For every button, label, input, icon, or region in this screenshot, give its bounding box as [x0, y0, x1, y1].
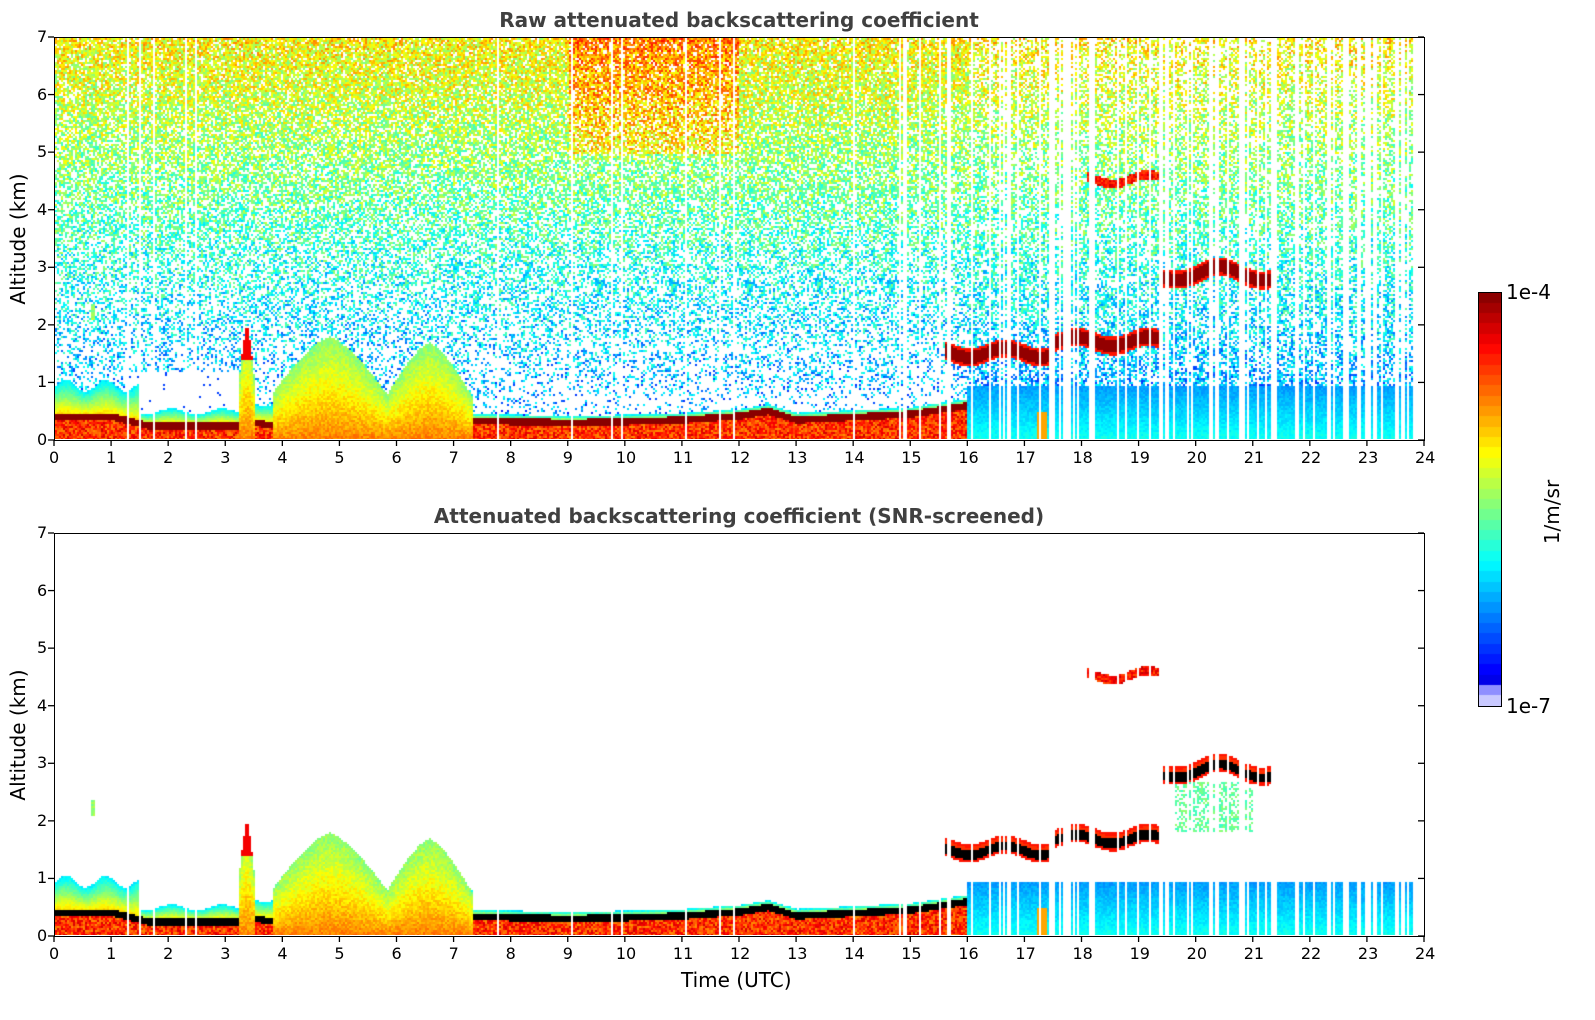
screened-heatmap-canvas: [55, 534, 1423, 935]
y-tick-label: 4: [37, 199, 48, 219]
x-tick-label: 4: [277, 448, 288, 467]
x-tick-label: 0: [49, 448, 60, 467]
x-tick-label: 21: [1243, 448, 1265, 467]
bottom-y-axis-label: Altitude (km): [6, 669, 30, 801]
y-tick-label: 5: [37, 142, 48, 162]
x-tick-label: 20: [1186, 448, 1208, 467]
x-tick-label: 10: [615, 448, 637, 467]
x-tick-label: 3: [220, 448, 231, 467]
x-tick-label: 6: [391, 944, 402, 963]
y-tick-label: 6: [37, 84, 48, 104]
x-tick-label: 15: [901, 944, 922, 963]
x-tick-label: 17: [1015, 944, 1036, 963]
x-tick-label: 17: [1015, 448, 1036, 467]
x-tick-label: 12: [730, 448, 751, 467]
x-tick-label: 0: [49, 944, 60, 963]
x-tick-label: 5: [334, 944, 345, 963]
x-tick-label: 1: [106, 944, 117, 963]
y-tick-label: 0: [37, 926, 48, 945]
x-tick-label: 11: [672, 448, 694, 467]
screened-backscatter-heatmap: [54, 533, 1425, 937]
x-tick-label: 3: [220, 944, 231, 963]
x-tick-label: 19: [1129, 944, 1150, 963]
x-tick-label: 13: [787, 944, 808, 963]
x-tick-label: 23: [1357, 944, 1379, 963]
y-tick-label: 3: [37, 753, 48, 773]
x-tick-label: 5: [334, 448, 345, 467]
x-tick-label: 9: [562, 448, 573, 467]
raw-backscatter-heatmap: [54, 37, 1425, 441]
x-tick-label: 16: [958, 944, 979, 963]
x-tick-label: 14: [844, 944, 865, 963]
y-tick-label: 1: [37, 372, 48, 392]
x-tick-label: 2: [163, 448, 174, 467]
y-tick-label: 6: [37, 580, 48, 600]
top-plot-title: Raw attenuated backscattering coefficien…: [499, 8, 979, 32]
colorbar-max-label: 1e-4: [1506, 280, 1551, 304]
raw-heatmap-canvas: [55, 38, 1423, 439]
x-tick-label: 6: [391, 448, 402, 467]
x-tick-label: 10: [615, 944, 637, 963]
x-tick-label: 20: [1186, 944, 1208, 963]
x-tick-label: 24: [1415, 944, 1436, 963]
top-y-axis-label: Altitude (km): [6, 173, 30, 305]
x-tick-label: 22: [1300, 448, 1322, 467]
y-tick-label: 2: [37, 810, 48, 830]
colorbar-min-label: 1e-7: [1506, 694, 1551, 718]
y-tick-label: 1: [37, 868, 48, 888]
y-tick-label: 0: [37, 430, 48, 449]
x-tick-label: 12: [730, 944, 751, 963]
colorbar-units-label: 1/m/sr: [1540, 479, 1565, 545]
y-tick-label: 2: [37, 314, 48, 334]
x-tick-label: 8: [505, 448, 516, 467]
x-axis-label: Time (UTC): [681, 968, 792, 992]
x-tick-label: 14: [844, 448, 865, 467]
y-tick-label: 4: [37, 695, 48, 715]
x-tick-label: 24: [1415, 448, 1436, 467]
x-tick-label: 4: [277, 944, 288, 963]
bottom-plot-title: Attenuated backscattering coefficient (S…: [433, 504, 1045, 528]
x-tick-label: 8: [505, 944, 516, 963]
x-tick-label: 18: [1072, 944, 1093, 963]
x-tick-label: 18: [1072, 448, 1093, 467]
x-tick-label: 15: [901, 448, 922, 467]
x-tick-label: 23: [1357, 448, 1379, 467]
x-tick-label: 11: [672, 944, 694, 963]
x-tick-label: 1: [106, 448, 117, 467]
x-tick-label: 7: [448, 944, 459, 963]
x-tick-label: 9: [562, 944, 573, 963]
x-tick-label: 21: [1243, 944, 1265, 963]
x-tick-label: 22: [1300, 944, 1322, 963]
y-tick-label: 7: [37, 523, 48, 542]
x-tick-label: 7: [448, 448, 459, 467]
y-tick-label: 7: [37, 27, 48, 46]
y-tick-label: 3: [37, 257, 48, 277]
colorbar-gradient: [1479, 293, 1501, 706]
colorbar: [1478, 292, 1502, 707]
x-tick-label: 2: [163, 944, 174, 963]
x-tick-label: 13: [787, 448, 808, 467]
x-tick-label: 16: [958, 448, 979, 467]
y-tick-label: 5: [37, 638, 48, 658]
x-tick-label: 19: [1129, 448, 1150, 467]
